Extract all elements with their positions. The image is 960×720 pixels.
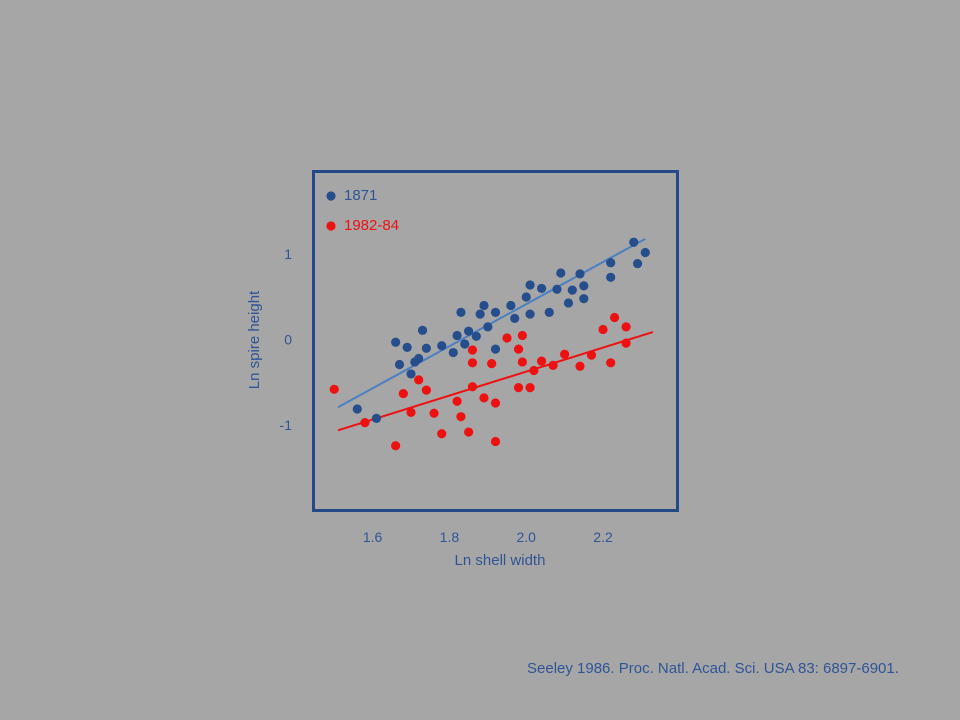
data-point [391,337,401,347]
legend-label: 1871 [344,187,377,204]
fit-line-1 [337,331,654,432]
data-point [406,369,416,379]
data-point [467,345,478,355]
data-point [487,359,497,369]
data-point [429,408,439,418]
data-point [548,360,558,370]
data-point [525,280,535,290]
data-point [414,375,424,385]
data-point [525,309,535,319]
data-point [606,258,616,268]
y-tick-label: 0 [284,332,292,348]
y-tick-label: 1 [284,246,292,262]
data-point [513,382,524,393]
y-tick-label: -1 [280,417,293,433]
data-point [456,412,466,422]
data-point [402,342,412,353]
data-point [536,283,547,294]
data-point [536,356,547,366]
data-point [510,313,520,323]
axis-ticks: 1.6 1.8 2.0 2.2 1 0 -1 [280,246,613,545]
x-tick-label: 2.2 [593,529,613,545]
data-point [398,388,408,399]
data-point [521,292,531,302]
data-point [575,269,585,279]
data-point [579,294,589,304]
data-point [414,353,424,364]
x-tick-label: 1.8 [440,529,460,545]
y-axis-label: Ln spire height [246,290,263,389]
data-point [502,333,512,343]
data-point [437,429,447,439]
data-points [329,237,650,451]
data-point [506,300,516,311]
data-point [467,358,478,368]
data-point [490,307,501,317]
data-point [479,300,489,311]
data-point [632,259,643,269]
x-tick-label: 1.6 [363,529,383,545]
data-point [552,284,562,294]
data-point [471,331,481,341]
data-point [417,325,428,335]
data-point [606,358,616,368]
data-point [406,407,416,417]
data-point [490,436,501,447]
data-point [391,441,401,451]
data-point [479,393,489,403]
x-tick-label: 2.0 [516,529,536,545]
data-point [490,344,501,354]
data-point [517,357,527,367]
data-point [606,272,616,282]
legend-marker [326,221,336,231]
data-point [556,268,566,278]
data-point [560,349,570,359]
data-point [575,361,585,371]
data-point [456,307,466,317]
legend-label: 1982-84 [344,217,399,234]
data-point [517,330,527,341]
legend: 1871 1982-84 [326,187,399,234]
data-point [621,338,631,348]
data-point [437,341,447,351]
data-point [567,285,577,295]
data-point [544,307,554,317]
data-point [609,312,620,323]
data-point [448,347,458,358]
data-point [513,344,524,354]
data-point [460,339,470,349]
data-point [640,247,650,258]
data-point [490,398,501,408]
fit-lines [337,237,654,432]
data-point [467,382,478,392]
data-point [475,309,485,319]
data-point [563,298,574,308]
data-point [464,326,474,336]
data-point [629,237,639,247]
citation-text: Seeley 1986. Proc. Natl. Acad. Sci. USA … [527,660,899,677]
x-axis-label: Ln shell width [455,552,546,569]
data-point [452,330,462,341]
data-point [483,322,493,332]
data-point [352,404,362,414]
data-point [421,343,431,353]
data-point [394,359,405,370]
plot-frame [312,170,679,512]
data-point [464,427,474,437]
data-point [360,418,370,428]
legend-marker [326,191,336,201]
data-point [529,365,539,376]
data-point [329,384,339,394]
data-point [452,396,462,406]
data-point [579,281,589,291]
data-point [421,385,431,395]
data-point [525,382,535,393]
fit-line-0 [337,237,646,409]
data-point [586,350,597,360]
data-point [371,413,382,423]
data-point [621,322,631,332]
data-point [598,324,608,335]
